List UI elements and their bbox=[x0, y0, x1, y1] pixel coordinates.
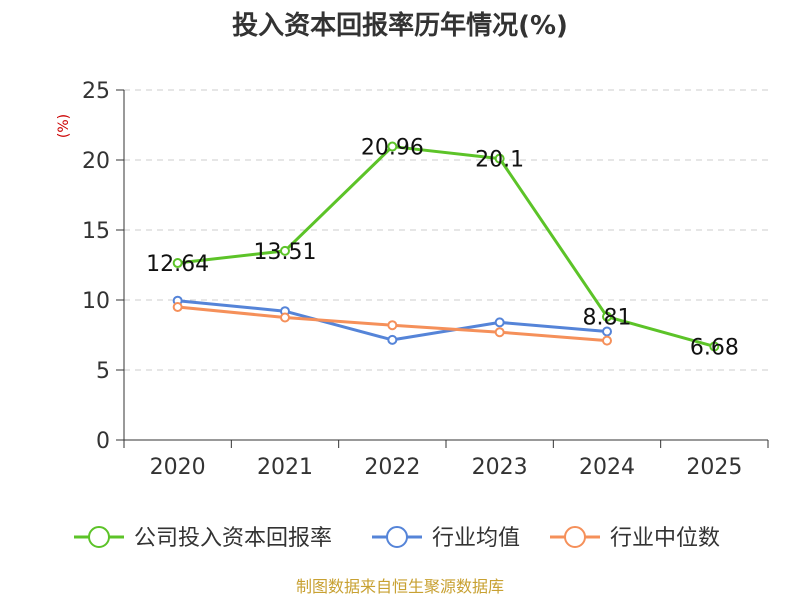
y-tick-label: 0 bbox=[96, 429, 110, 454]
series-line bbox=[177, 145, 715, 348]
x-tick-label: 2023 bbox=[472, 455, 528, 480]
data-point[interactable] bbox=[280, 312, 290, 323]
data-point[interactable] bbox=[172, 302, 183, 312]
y-tick-label: 15 bbox=[82, 219, 110, 244]
data-point[interactable] bbox=[494, 317, 505, 328]
x-tick-label: 2024 bbox=[579, 455, 635, 480]
data-labels: 12.64 13.51 20.96 20.1 8.81 6.68 bbox=[146, 136, 739, 361]
x-tick-label: 2020 bbox=[150, 455, 206, 480]
legend-marker bbox=[386, 526, 408, 548]
y-axis-unit-label: (%) bbox=[56, 114, 72, 138]
data-point[interactable] bbox=[172, 258, 183, 269]
legend-label: 行业均值 bbox=[432, 526, 520, 551]
y-tick-label: 10 bbox=[82, 289, 110, 314]
data-point[interactable] bbox=[387, 334, 398, 345]
data-point[interactable] bbox=[602, 311, 612, 322]
legend-item-3[interactable]: 行业中位数 bbox=[550, 526, 720, 551]
series-lines bbox=[172, 141, 720, 352]
x-tick-label: 2025 bbox=[686, 455, 742, 480]
x-tick-label: 2022 bbox=[364, 455, 420, 480]
y-tick-label: 5 bbox=[96, 359, 110, 384]
data-point[interactable] bbox=[602, 335, 612, 346]
legend[interactable]: 公司投入资本回报率 行业均值 行业中位数 bbox=[74, 526, 720, 551]
legend-label: 公司投入资本回报率 bbox=[134, 526, 332, 551]
source-note: 制图数据来自恒生聚源数据库 bbox=[296, 577, 504, 596]
legend-item-1[interactable]: 公司投入资本回报率 bbox=[74, 526, 332, 551]
data-point[interactable] bbox=[280, 245, 290, 256]
data-point[interactable] bbox=[494, 153, 505, 164]
grid-lines bbox=[124, 89, 768, 371]
series-3 bbox=[172, 302, 612, 346]
data-label: 6.68 bbox=[690, 335, 739, 360]
y-tick-label: 25 bbox=[82, 79, 110, 104]
data-label: 13.51 bbox=[254, 240, 317, 265]
y-tick-label: 20 bbox=[82, 149, 110, 174]
legend-item-2[interactable]: 行业均值 bbox=[372, 526, 520, 551]
legend-label: 行业中位数 bbox=[610, 526, 720, 551]
data-label: 8.81 bbox=[583, 306, 632, 331]
legend-marker bbox=[564, 526, 586, 548]
data-point[interactable] bbox=[494, 327, 505, 338]
data-point[interactable] bbox=[387, 141, 398, 152]
data-label: 20.1 bbox=[475, 148, 524, 173]
x-tick-label: 2021 bbox=[257, 455, 313, 480]
data-point[interactable] bbox=[387, 320, 398, 331]
series-1 bbox=[172, 141, 720, 352]
data-label: 12.64 bbox=[146, 252, 209, 277]
data-label: 20.96 bbox=[361, 136, 424, 161]
data-point[interactable] bbox=[602, 326, 612, 337]
chart-title: 投入资本回报率历年情况(%) bbox=[232, 10, 568, 41]
legend-marker bbox=[88, 526, 110, 548]
data-point[interactable] bbox=[709, 341, 720, 352]
